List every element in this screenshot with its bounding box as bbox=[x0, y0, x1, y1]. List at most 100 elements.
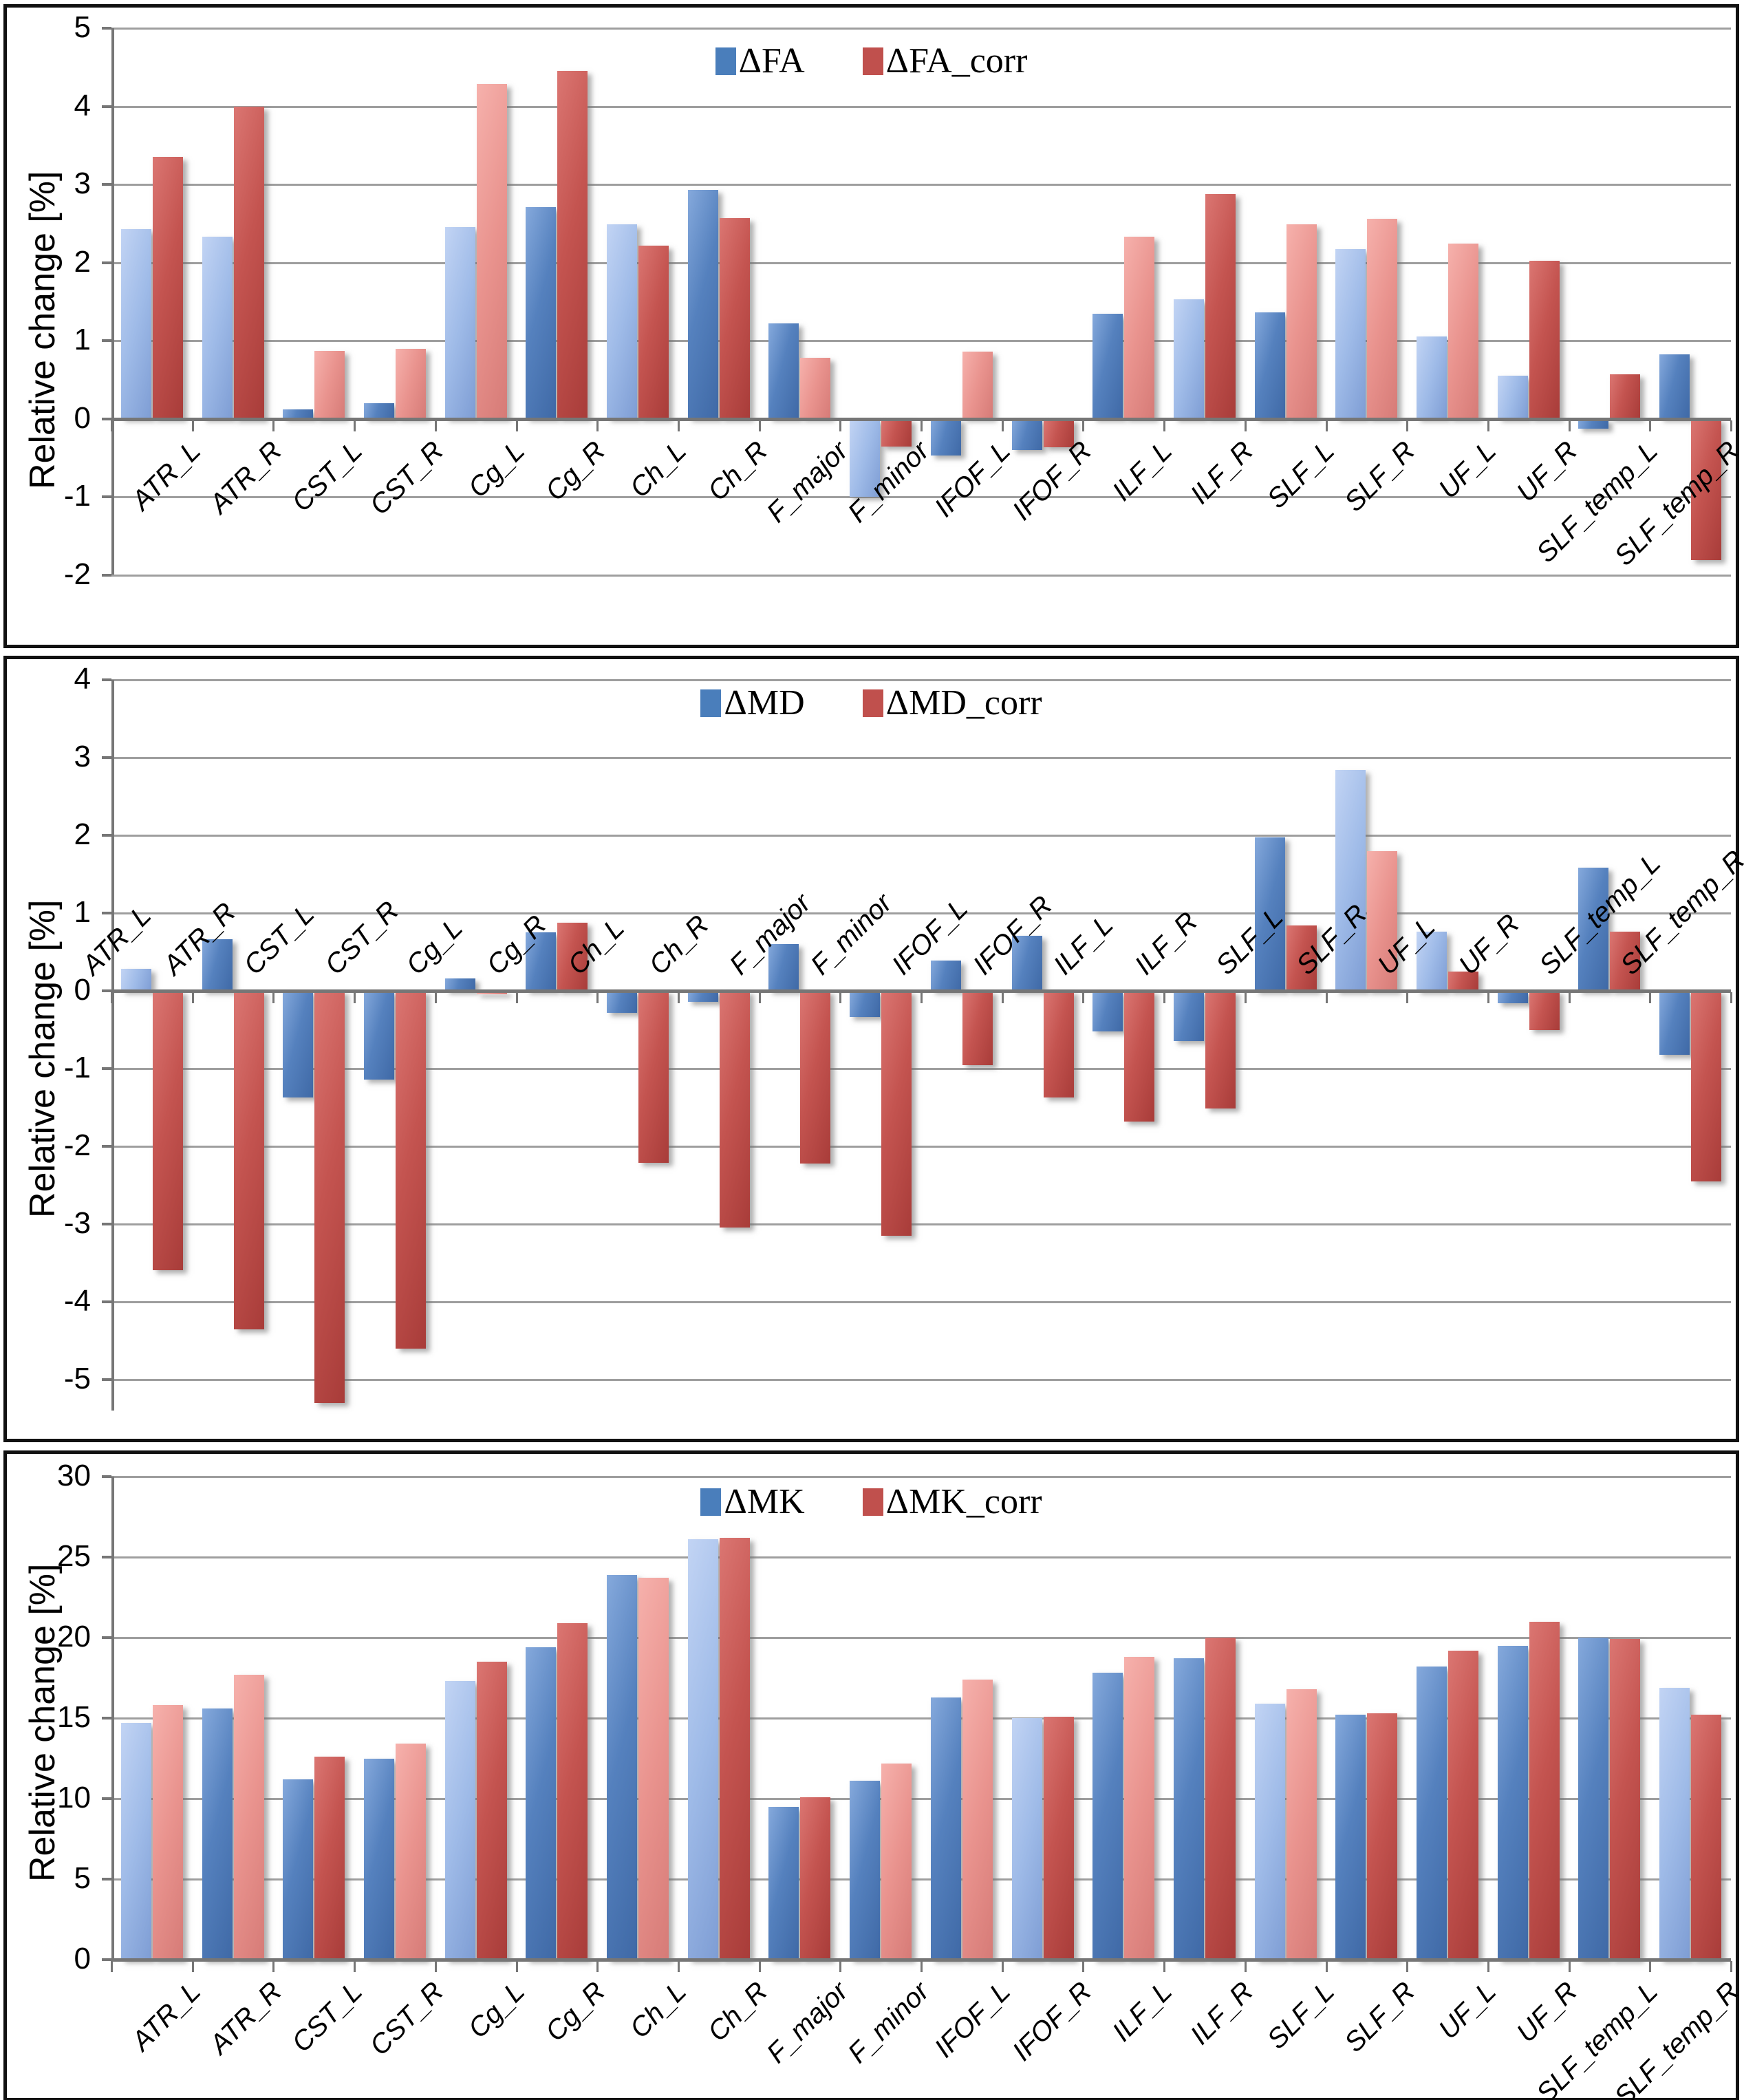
legend-swatch-red-icon bbox=[862, 689, 883, 717]
gridline bbox=[111, 1798, 1731, 1800]
x-tick-mark bbox=[1163, 420, 1166, 431]
gridline bbox=[111, 1379, 1731, 1381]
x-category-label: ATR_L bbox=[125, 1976, 206, 2057]
y-axis-line bbox=[111, 1477, 114, 1960]
bar-ATR_R-blue bbox=[202, 237, 233, 419]
gridline bbox=[111, 340, 1731, 342]
gridline bbox=[111, 574, 1731, 577]
bar-SLF_R-red bbox=[1367, 850, 1398, 991]
x-category-label: Ch_L bbox=[624, 1976, 693, 2044]
x-category-label: ATR_R bbox=[203, 1976, 288, 2060]
gridline bbox=[111, 105, 1731, 108]
x-category-label: ILF_R bbox=[1184, 435, 1260, 510]
y-tick-mark bbox=[102, 756, 111, 759]
x-tick-mark bbox=[1325, 420, 1328, 431]
bar-UF_L-blue bbox=[1417, 932, 1447, 991]
y-tick-mark bbox=[102, 417, 111, 420]
bar-SLF_L-blue bbox=[1254, 312, 1285, 419]
y-tick-mark bbox=[102, 339, 111, 342]
bar-SLF_temp_L-blue bbox=[1578, 868, 1609, 991]
bar-CST_L-blue bbox=[283, 991, 314, 1097]
bar-SLF_L-red bbox=[1286, 1689, 1317, 1960]
y-tick-label: 15 bbox=[57, 1700, 91, 1734]
bar-ILF_R-red bbox=[1205, 193, 1236, 419]
x-tick-mark bbox=[1487, 1961, 1489, 1972]
legend-label: ΔFA_corr bbox=[885, 41, 1028, 81]
bar-ILF_R-blue bbox=[1173, 991, 1204, 1042]
y-tick-label: 3 bbox=[74, 167, 91, 200]
y-tick-label: -5 bbox=[63, 1362, 91, 1395]
bar-UF_L-red bbox=[1448, 971, 1479, 991]
legend-swatch-red-icon bbox=[862, 47, 883, 75]
x-category-label: CST_L bbox=[286, 1976, 369, 2059]
bar-F_minor-red bbox=[881, 1763, 912, 1960]
x-tick-mark bbox=[839, 1961, 842, 1972]
bar-ATR_R-blue bbox=[202, 1708, 233, 1960]
y-tick-label: 2 bbox=[74, 244, 91, 279]
x-tick-mark bbox=[1325, 992, 1328, 1003]
y-tick-label: -2 bbox=[63, 1128, 91, 1162]
bar-IFOF_L-red bbox=[962, 351, 993, 419]
x-tick-mark bbox=[596, 992, 599, 1003]
y-tick-mark bbox=[102, 1556, 111, 1558]
bar-UF_R-red bbox=[1529, 261, 1560, 419]
x-tick-mark bbox=[677, 420, 680, 431]
legend-swatch-red-icon bbox=[862, 1488, 883, 1516]
x-tick-mark bbox=[111, 992, 113, 1003]
x-tick-mark bbox=[1568, 420, 1571, 431]
bar-Cg_L-blue bbox=[444, 1681, 475, 1960]
bar-Cg_R-red bbox=[557, 922, 588, 991]
gridline bbox=[111, 1476, 1731, 1478]
x-tick-mark bbox=[1406, 1961, 1409, 1972]
bar-Cg_R-blue bbox=[526, 206, 557, 419]
bar-Ch_L-red bbox=[638, 245, 669, 419]
bar-F_major-red bbox=[800, 991, 831, 1164]
bar-ATR_L-blue bbox=[120, 228, 151, 419]
legend-item-fa: ΔFA bbox=[715, 41, 805, 81]
gridline bbox=[111, 1301, 1731, 1303]
bar-UF_L-red bbox=[1448, 1650, 1479, 1960]
x-category-label: UF_L bbox=[1432, 435, 1503, 504]
y-tick-mark bbox=[102, 495, 111, 498]
x-tick-mark bbox=[1001, 420, 1004, 431]
bar-IFOF_L-red bbox=[962, 1679, 993, 1960]
x-axis-line bbox=[111, 417, 1731, 421]
bar-Ch_L-blue bbox=[607, 1574, 638, 1960]
bar-Cg_L-red bbox=[476, 1662, 507, 1960]
gridline bbox=[111, 1637, 1731, 1639]
x-tick-mark bbox=[1082, 420, 1085, 431]
bar-ILF_R-red bbox=[1205, 1638, 1236, 1960]
bar-ILF_L-red bbox=[1124, 237, 1155, 419]
bar-ATR_L-red bbox=[152, 1705, 183, 1960]
bar-ILF_L-blue bbox=[1092, 314, 1123, 419]
bar-SLF_L-blue bbox=[1254, 837, 1285, 991]
x-category-label: CST_R bbox=[364, 1976, 450, 2061]
y-tick-label: 1 bbox=[74, 323, 91, 356]
y-tick-label: -3 bbox=[63, 1206, 91, 1240]
x-tick-mark bbox=[1649, 420, 1652, 431]
bar-ILF_L-red bbox=[1124, 991, 1155, 1122]
y-tick-label: 2 bbox=[74, 817, 91, 851]
bar-UF_L-blue bbox=[1417, 336, 1447, 419]
gridline bbox=[111, 912, 1731, 914]
x-tick-mark bbox=[191, 992, 194, 1003]
legend-label: ΔMK bbox=[724, 1482, 805, 1521]
x-tick-mark bbox=[1568, 1961, 1571, 1972]
x-category-label: Cg_L bbox=[400, 912, 469, 981]
y-tick-label: 5 bbox=[74, 10, 91, 44]
bar-IFOF_R-red bbox=[1043, 1716, 1074, 1960]
y-tick-label: -4 bbox=[63, 1284, 91, 1318]
bar-ATR_L-red bbox=[152, 157, 183, 419]
bar-ATR_R-red bbox=[233, 991, 264, 1329]
y-tick-mark bbox=[102, 912, 111, 914]
bar-SLF_R-red bbox=[1367, 1713, 1398, 1960]
gridline bbox=[111, 261, 1731, 264]
bar-Ch_R-red bbox=[719, 217, 750, 419]
bar-ILF_R-blue bbox=[1173, 299, 1204, 419]
y-tick-label: 20 bbox=[57, 1620, 91, 1653]
y-tick-label: -1 bbox=[63, 1051, 91, 1084]
x-category-label: Ch_R bbox=[702, 1976, 773, 2048]
bar-ATR_L-red bbox=[152, 991, 183, 1270]
bar-Cg_R-blue bbox=[526, 1647, 557, 1960]
